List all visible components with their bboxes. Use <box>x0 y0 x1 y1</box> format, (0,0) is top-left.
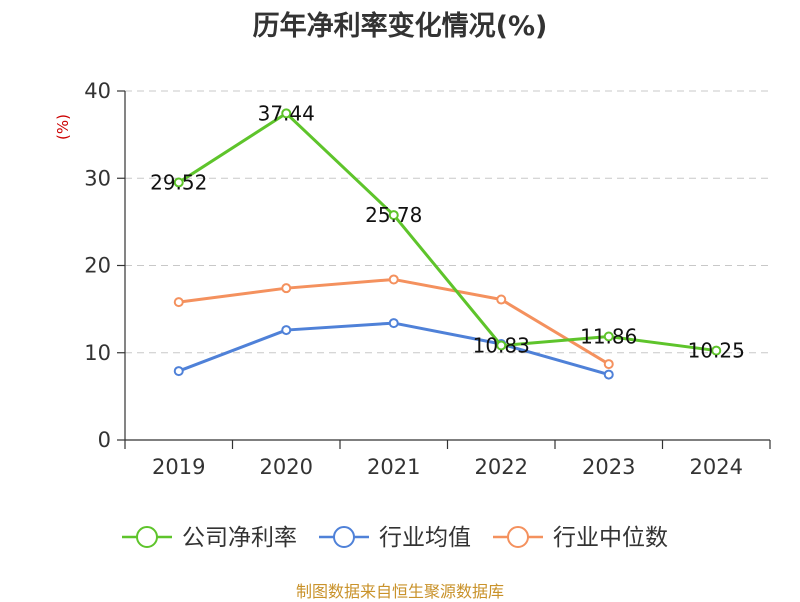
x-tick-label: 2024 <box>690 455 743 479</box>
x-tick-label: 2023 <box>582 455 635 479</box>
data-point <box>496 294 507 305</box>
data-point <box>281 325 292 336</box>
data-point <box>603 359 614 370</box>
y-tick-label: 30 <box>84 166 111 190</box>
data-point <box>281 108 292 119</box>
data-source-note: 制图数据来自恒生聚源数据库 <box>295 582 504 601</box>
legend-marker <box>136 526 158 548</box>
series-lines <box>173 108 722 380</box>
x-tick-label: 2022 <box>475 455 528 479</box>
legend-marker <box>507 526 529 548</box>
data-label: 10.25 <box>688 339 745 363</box>
data-point <box>388 274 399 285</box>
grid-lines <box>125 90 770 354</box>
legend-item: 行业中位数 <box>493 525 668 551</box>
data-point <box>496 340 507 351</box>
data-point <box>173 297 184 308</box>
data-label: 25.78 <box>365 203 422 227</box>
data-point <box>603 369 614 380</box>
legend-item: 公司净利率 <box>122 525 297 551</box>
data-point <box>281 283 292 294</box>
data-point <box>173 177 184 188</box>
legend: 公司净利率 行业均值 行业中位数 <box>122 525 668 551</box>
data-label: 10.83 <box>473 334 530 358</box>
y-tick-label: 10 <box>84 341 111 365</box>
x-tick-label: 2021 <box>367 455 420 479</box>
y-axis-label: (%) <box>54 114 72 140</box>
x-tick-label: 2020 <box>260 455 313 479</box>
data-label: 37.44 <box>258 101 315 125</box>
legend-label: 行业中位数 <box>553 525 668 551</box>
data-point <box>711 345 722 356</box>
series-line <box>177 111 717 353</box>
legend-item: 行业均值 <box>319 525 471 551</box>
data-label: 29.52 <box>150 170 207 194</box>
legend-marker <box>333 526 355 548</box>
legend-label: 行业均值 <box>379 525 471 551</box>
data-labels: 29.52 37.44 25.78 10.83 11.86 10.25 <box>150 101 745 362</box>
legend-label: 公司净利率 <box>182 525 297 551</box>
data-point <box>388 210 399 221</box>
chart-title: 历年净利率变化情况(%) <box>252 11 548 42</box>
series-line <box>178 321 610 377</box>
data-point <box>173 366 184 377</box>
y-tick-label: 40 <box>84 79 111 103</box>
x-tick-label: 2019 <box>152 455 205 479</box>
data-label: 11.86 <box>580 325 637 349</box>
y-tick-label: 20 <box>84 254 111 278</box>
data-point <box>603 331 614 342</box>
y-tick-label: 0 <box>98 428 111 452</box>
axes: 0 10 20 30 40 2019 2020 2021 2022 2023 2024 <box>84 79 771 479</box>
data-point <box>388 318 399 329</box>
